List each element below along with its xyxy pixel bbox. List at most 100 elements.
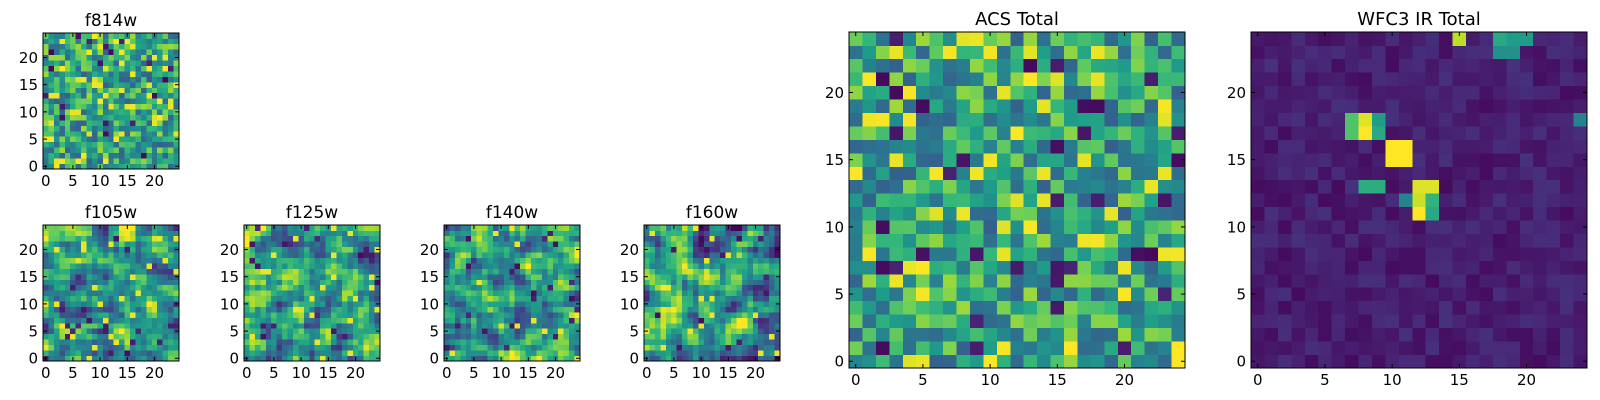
heatmap-cell bbox=[709, 235, 716, 242]
heatmap-cell bbox=[336, 333, 343, 340]
heatmap-cell bbox=[444, 317, 450, 324]
heatmap-cell bbox=[86, 284, 93, 291]
heatmap-cell bbox=[1171, 32, 1186, 46]
heatmap-cell bbox=[509, 241, 516, 248]
heatmap-cell bbox=[157, 252, 164, 258]
heatmap-cell bbox=[660, 263, 667, 269]
heatmap-cell bbox=[146, 290, 153, 297]
heatmap-cell bbox=[119, 158, 125, 164]
heatmap-cell bbox=[358, 328, 365, 335]
heatmap-cell bbox=[260, 328, 267, 335]
heatmap-cell bbox=[492, 241, 499, 248]
heatmap-cell bbox=[520, 273, 526, 280]
heatmap-cell bbox=[460, 290, 467, 297]
heatmap-cell bbox=[1466, 314, 1480, 329]
heatmap-cell bbox=[552, 273, 559, 280]
heatmap-cell bbox=[552, 301, 559, 307]
heatmap-cell bbox=[703, 295, 710, 302]
heatmap-cell bbox=[1318, 32, 1332, 46]
heatmap-cell bbox=[983, 354, 998, 369]
heatmap-cell bbox=[1358, 179, 1373, 194]
heatmap-cell bbox=[703, 339, 710, 346]
heatmap-cell bbox=[130, 109, 136, 115]
heatmap-cell bbox=[369, 350, 375, 356]
heatmap-cell bbox=[503, 333, 510, 340]
heatmap-cell bbox=[525, 263, 532, 269]
heatmap-cell bbox=[1412, 260, 1427, 275]
heatmap-cell bbox=[741, 279, 748, 286]
heatmap-cell bbox=[91, 98, 98, 105]
heatmap-cell bbox=[1479, 193, 1494, 208]
heatmap-cell bbox=[91, 268, 98, 275]
heatmap-cell bbox=[703, 235, 710, 242]
heatmap-cell bbox=[1023, 152, 1038, 167]
heatmap-cell bbox=[168, 230, 174, 237]
heatmap-cell bbox=[574, 333, 581, 340]
heatmap-cell bbox=[130, 163, 136, 170]
heatmap-cell bbox=[1318, 126, 1332, 140]
heatmap-cell bbox=[102, 38, 109, 45]
heatmap-cell bbox=[758, 225, 765, 231]
heatmap-cell bbox=[902, 32, 917, 46]
heatmap-cell bbox=[736, 333, 743, 340]
heatmap-cell bbox=[1358, 220, 1373, 234]
heatmap-cell bbox=[1398, 72, 1413, 87]
heatmap-cell bbox=[1519, 300, 1534, 315]
heatmap-cell bbox=[102, 60, 109, 66]
heatmap-cell bbox=[130, 38, 136, 45]
heatmap-cell bbox=[574, 306, 581, 313]
heatmap-cell bbox=[552, 290, 559, 297]
heatmap-cell bbox=[1104, 327, 1119, 342]
heatmap-cell bbox=[769, 344, 775, 351]
heatmap-cell bbox=[162, 257, 169, 264]
heatmap-cell bbox=[849, 327, 863, 342]
heatmap-cell bbox=[665, 263, 672, 269]
heatmap-cell bbox=[720, 350, 726, 356]
heatmap-cell bbox=[969, 327, 984, 342]
heatmap-cell bbox=[943, 260, 957, 275]
heatmap-cell bbox=[1345, 85, 1359, 100]
heatmap-cell bbox=[956, 260, 971, 275]
heatmap-cell bbox=[86, 301, 93, 307]
heatmap-cell bbox=[254, 230, 261, 237]
heatmap-cell bbox=[43, 76, 49, 83]
heatmap-cell bbox=[525, 312, 532, 318]
heatmap-cell bbox=[108, 71, 115, 77]
heatmap-cell bbox=[758, 317, 765, 324]
heatmap-cell bbox=[168, 120, 174, 126]
heatmap-cell bbox=[482, 350, 488, 356]
heatmap-cell bbox=[862, 220, 877, 234]
heatmap-cell bbox=[1077, 152, 1092, 167]
heatmap-cell bbox=[1345, 247, 1359, 261]
heatmap-cell bbox=[298, 230, 305, 237]
heatmap-cell bbox=[969, 45, 984, 60]
heatmap-cell bbox=[747, 284, 754, 291]
heatmap-cell bbox=[130, 141, 136, 148]
heatmap-cell bbox=[703, 252, 710, 258]
heatmap-cell bbox=[725, 246, 732, 253]
heatmap-cell bbox=[725, 306, 732, 313]
heatmap-cell bbox=[48, 49, 55, 56]
heatmap-cell bbox=[151, 290, 158, 297]
heatmap-cell bbox=[86, 230, 93, 237]
heatmap-cell bbox=[1371, 327, 1386, 342]
heatmap-cell bbox=[1304, 341, 1319, 355]
heatmap-cell bbox=[520, 339, 526, 346]
heatmap-cell bbox=[1398, 58, 1413, 73]
heatmap-cell bbox=[487, 273, 494, 280]
heatmap-cell bbox=[1037, 287, 1051, 302]
heatmap-cell bbox=[1158, 206, 1172, 221]
heatmap-cell bbox=[1064, 300, 1078, 315]
heatmap-cell bbox=[81, 230, 87, 237]
x-tick-label: 5 bbox=[1320, 371, 1330, 389]
heatmap-cell bbox=[660, 322, 667, 329]
heatmap-cell bbox=[536, 263, 543, 269]
heatmap-cell bbox=[124, 230, 131, 237]
heatmap-cell bbox=[363, 257, 370, 264]
heatmap-cell bbox=[140, 38, 147, 45]
heatmap-cell bbox=[97, 235, 104, 242]
heatmap-cell bbox=[454, 230, 461, 237]
heatmap-cell bbox=[671, 344, 677, 351]
heatmap-cell bbox=[1385, 273, 1400, 288]
heatmap-cell bbox=[1304, 206, 1319, 221]
